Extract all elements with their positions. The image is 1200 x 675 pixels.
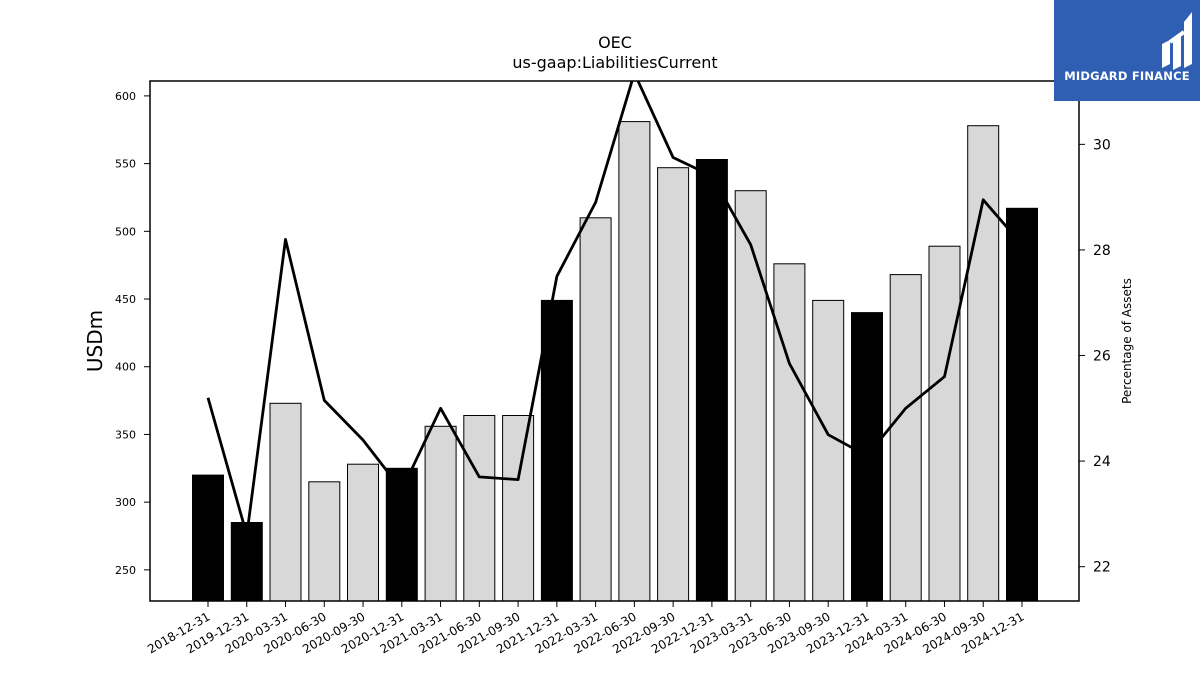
y2-tick-label: 28 [1093, 243, 1111, 259]
y-axis-label: USDm [83, 310, 107, 372]
bar-2024-06-30 [928, 245, 961, 602]
bar-2020-03-31 [269, 402, 302, 602]
bar-2022-03-31 [579, 217, 612, 602]
bar-2024-12-31 [1006, 207, 1038, 602]
y-tick-label: 250 [115, 564, 136, 577]
brand-name: MIDGARD FINANCE [1064, 69, 1190, 83]
bar-2023-09-30 [812, 299, 845, 602]
y-tick-label: 550 [115, 158, 136, 171]
bar-2020-09-30 [347, 463, 379, 602]
y2-tick-label: 26 [1093, 349, 1111, 365]
bar-2020-06-30 [308, 481, 341, 602]
y2-axis-label: Percentage of Assets [1120, 278, 1134, 404]
bar-2021-12-31 [540, 299, 573, 602]
logo-mark-icon [1162, 12, 1192, 70]
y2-tick-label: 22 [1093, 560, 1111, 576]
bar-2018-12-31 [192, 474, 224, 602]
y-tick-label: 450 [115, 293, 136, 306]
chart-subtitle: us-gaap:LiabilitiesCurrent [512, 53, 717, 72]
y-tick-label: 500 [115, 225, 136, 238]
bar-2024-09-30 [967, 125, 1000, 602]
y-tick-label: 350 [115, 428, 136, 441]
y-tick-label: 300 [115, 496, 136, 509]
bar-2023-06-30 [773, 263, 806, 602]
chart-title: OEC [598, 33, 632, 52]
y2-tick-label: 24 [1093, 454, 1111, 470]
brand-logo: MIDGARD FINANCE [1054, 0, 1200, 101]
bar-2021-09-30 [502, 415, 535, 602]
y-tick-label: 600 [115, 90, 136, 103]
bar-2022-12-31 [695, 159, 728, 602]
bar-2022-09-30 [657, 167, 690, 602]
pct-of-assets-line [206, 81, 1024, 537]
plot-frame [149, 80, 1080, 602]
bar-2022-06-30 [618, 121, 651, 602]
y2-tick-label: 30 [1093, 137, 1111, 153]
bar-2021-06-30 [463, 415, 496, 602]
bar-2023-03-31 [734, 190, 767, 602]
y-tick-label: 400 [115, 361, 136, 374]
bar-2024-03-31 [889, 274, 922, 602]
bar-2021-03-31 [424, 425, 457, 602]
